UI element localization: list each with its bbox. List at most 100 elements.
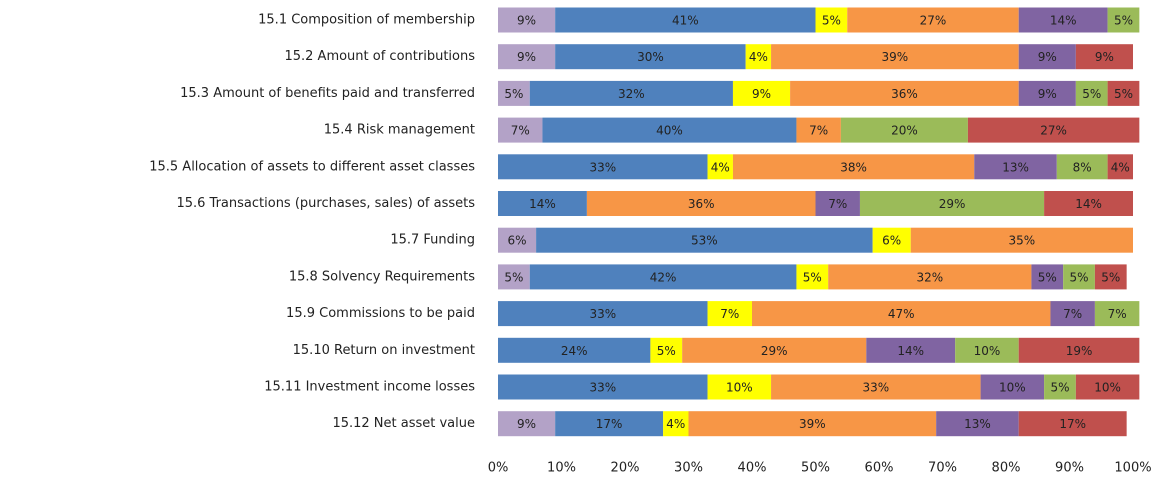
data-label: 30% <box>637 50 664 64</box>
data-label: 5% <box>1101 270 1120 284</box>
data-label: 4% <box>711 160 730 174</box>
x-tick-label: 100% <box>1114 461 1151 476</box>
data-label: 19% <box>1066 344 1093 358</box>
bar-segment <box>529 80 733 106</box>
x-tick-label: 20% <box>611 461 640 476</box>
bar-segment <box>536 227 873 253</box>
data-label: 9% <box>1095 50 1114 64</box>
bar-segment <box>745 44 772 70</box>
bar-segment <box>1056 154 1108 180</box>
data-label: 10% <box>726 381 753 395</box>
data-label: 7% <box>511 124 530 138</box>
bar-segment <box>498 44 556 70</box>
x-tick-label: 40% <box>738 461 767 476</box>
bar-segment <box>1050 301 1095 327</box>
data-label: 14% <box>1075 197 1102 211</box>
data-label: 38% <box>840 160 867 174</box>
data-label: 9% <box>517 14 536 28</box>
data-label: 9% <box>1038 50 1057 64</box>
data-label: 5% <box>1082 87 1101 101</box>
data-label: 7% <box>828 197 847 211</box>
bar-segment <box>1075 44 1133 70</box>
bar-segment <box>688 411 937 437</box>
bar-segment <box>1044 374 1076 400</box>
bar-segment <box>498 337 651 363</box>
bar-segment <box>840 117 968 143</box>
y-tick-label: 15.3 Amount of benefits paid and transfe… <box>180 86 475 101</box>
bar-segment <box>815 191 860 216</box>
data-label: 7% <box>1108 307 1127 321</box>
y-tick-label: 15.10 Return on investment <box>293 343 475 358</box>
data-label: 36% <box>688 197 715 211</box>
data-label: 5% <box>504 270 523 284</box>
data-label: 5% <box>822 14 841 28</box>
bar-segment <box>790 80 1019 106</box>
bar-segment <box>663 411 689 437</box>
bar-segment <box>847 7 1019 33</box>
bar-segment <box>980 374 1045 400</box>
data-label: 6% <box>508 234 527 248</box>
data-label: 41% <box>672 14 699 28</box>
bar-segment <box>859 191 1045 216</box>
data-label: 7% <box>1063 307 1082 321</box>
y-tick-label: 15.1 Composition of membership <box>258 13 475 28</box>
x-tick-label: 50% <box>801 461 830 476</box>
bar-segment <box>1018 44 1076 70</box>
data-label: 5% <box>1038 270 1057 284</box>
bar-segment <box>752 301 1051 327</box>
data-label: 13% <box>1002 160 1029 174</box>
bar-segment <box>498 301 708 327</box>
bar-segment <box>1107 154 1133 180</box>
data-label: 29% <box>939 197 966 211</box>
bar-segment <box>1107 7 1140 33</box>
data-label: 7% <box>720 307 739 321</box>
y-tick-label: 15.8 Solvency Requirements <box>289 269 475 284</box>
data-label: 35% <box>1009 234 1036 248</box>
data-label: 39% <box>882 50 909 64</box>
data-label: 9% <box>517 50 536 64</box>
data-label: 5% <box>803 270 822 284</box>
data-label: 27% <box>920 14 947 28</box>
data-label: 10% <box>999 381 1026 395</box>
data-label: 14% <box>897 344 924 358</box>
bar-segment <box>872 227 911 253</box>
y-tick-label: 15.2 Amount of contributions <box>284 49 475 64</box>
bar-segment <box>1044 191 1133 216</box>
bar-segment <box>498 117 543 143</box>
data-label: 14% <box>529 197 556 211</box>
data-label: 40% <box>656 124 683 138</box>
bar-segment <box>498 7 556 33</box>
x-tick-label: 80% <box>992 461 1021 476</box>
data-label: 33% <box>589 307 616 321</box>
x-tick-label: 90% <box>1055 461 1084 476</box>
bar-segment <box>498 191 587 216</box>
data-label: 5% <box>1070 270 1089 284</box>
bar-segment <box>707 154 733 180</box>
data-label: 33% <box>589 381 616 395</box>
bar-segment <box>910 227 1133 253</box>
bar-segment <box>498 411 556 437</box>
data-label: 32% <box>916 270 943 284</box>
bar-segment <box>682 337 867 363</box>
data-label: 17% <box>1059 417 1086 431</box>
data-label: 47% <box>888 307 915 321</box>
bar-segment <box>498 374 708 400</box>
data-label: 5% <box>1050 381 1069 395</box>
x-tick-label: 60% <box>865 461 894 476</box>
bar-segment <box>1018 80 1076 106</box>
bar-segment <box>974 154 1057 180</box>
data-label: 13% <box>964 417 991 431</box>
y-tick-label: 15.11 Investment income losses <box>264 380 475 395</box>
bar-segment <box>771 374 981 400</box>
bar-segment <box>542 117 797 143</box>
bar-segment <box>796 264 829 290</box>
bar-segment <box>586 191 816 216</box>
data-label: 4% <box>666 417 685 431</box>
bar-segment <box>967 117 1140 143</box>
bar-segment <box>866 337 956 363</box>
bar-segment <box>936 411 1019 437</box>
bar-segment <box>555 411 664 437</box>
data-label: 17% <box>596 417 623 431</box>
data-label: 5% <box>1114 14 1133 28</box>
data-label: 7% <box>809 124 828 138</box>
